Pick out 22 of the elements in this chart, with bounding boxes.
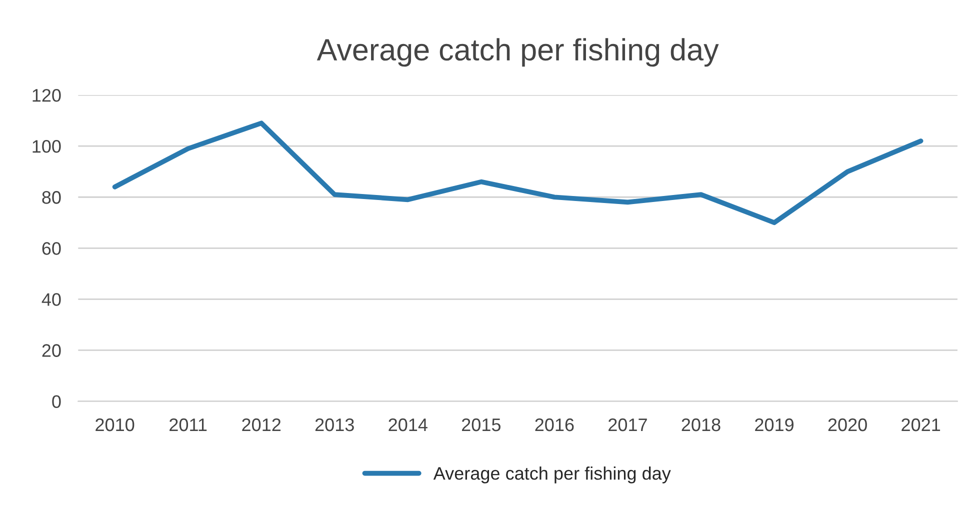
- x-tick-label: 2013: [315, 418, 354, 432]
- chart-title: Average catch per fishing day: [316, 38, 719, 67]
- x-tick-label: 2012: [242, 418, 281, 432]
- y-tick-label: 100: [32, 140, 61, 153]
- x-tick-label: 2016: [535, 418, 574, 432]
- y-tick-label: 0: [52, 395, 61, 408]
- y-tick-label: 20: [42, 344, 61, 357]
- y-tick-label: 120: [32, 88, 61, 102]
- y-tick-label: 80: [42, 191, 61, 204]
- x-tick-label: 2017: [608, 418, 647, 432]
- legend-label: Average catch per fishing day: [433, 466, 671, 484]
- x-tick-label: 2010: [96, 418, 134, 432]
- x-tick-label: 2019: [755, 418, 794, 432]
- x-tick-label: 2011: [170, 418, 207, 432]
- y-tick-label: 60: [42, 242, 61, 255]
- x-tick-label: 2021: [902, 418, 940, 432]
- x-tick-label: 2015: [462, 418, 500, 432]
- x-tick-label: 2020: [828, 418, 867, 432]
- x-tick-label: 2014: [388, 418, 428, 432]
- x-tick-label: 2018: [682, 418, 720, 432]
- line-series: [112, 120, 924, 226]
- y-tick-label: 40: [42, 293, 61, 306]
